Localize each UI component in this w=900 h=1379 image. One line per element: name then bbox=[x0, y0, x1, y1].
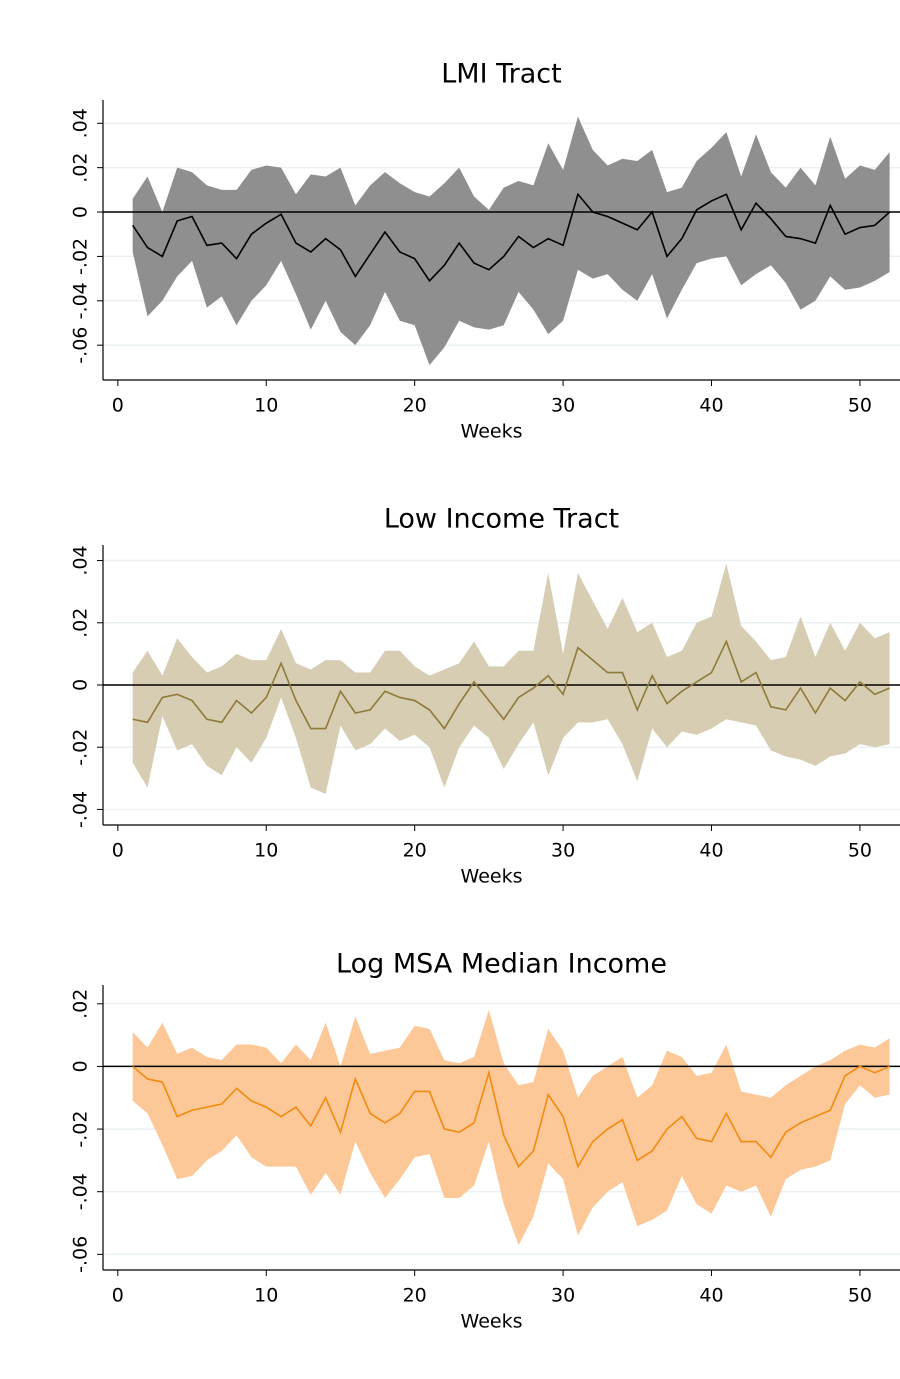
x-tick-label: 40 bbox=[699, 1285, 723, 1307]
y-tick-label: -.02 bbox=[70, 1111, 92, 1148]
confidence-band bbox=[132, 1010, 890, 1245]
x-tick-label: 0 bbox=[112, 1285, 124, 1307]
y-tick-label: 0 bbox=[70, 1060, 92, 1072]
y-tick-label: .02 bbox=[70, 608, 92, 638]
estimate-line bbox=[132, 192, 891, 283]
y-tick-label: -.02 bbox=[70, 729, 92, 766]
x-tick-label: 50 bbox=[848, 840, 872, 862]
x-tick-label: 0 bbox=[112, 840, 124, 862]
x-tick-label: 20 bbox=[403, 840, 427, 862]
x-tick-label: 30 bbox=[551, 840, 575, 862]
x-tick-label: 30 bbox=[551, 395, 575, 417]
y-tick-label: .04 bbox=[70, 108, 92, 138]
y-tick-label: -.04 bbox=[70, 282, 92, 319]
y-tick-label: -.06 bbox=[70, 1236, 92, 1273]
x-tick-label: 30 bbox=[551, 1285, 575, 1307]
estimate-line bbox=[132, 1065, 890, 1169]
y-tick-label: -.04 bbox=[70, 1173, 92, 1210]
confidence-band bbox=[132, 116, 890, 366]
x-tick-label: 40 bbox=[699, 395, 723, 417]
x-tick-label: 10 bbox=[254, 395, 278, 417]
x-tick-label: 50 bbox=[848, 1285, 872, 1307]
x-tick-label: 40 bbox=[699, 840, 723, 862]
x-axis-label: Weeks bbox=[461, 421, 523, 443]
x-tick-label: 20 bbox=[403, 395, 427, 417]
x-tick-label: 0 bbox=[112, 395, 124, 417]
x-axis-label: Weeks bbox=[461, 1311, 523, 1333]
y-tick-label: -.04 bbox=[70, 791, 92, 828]
estimate-line bbox=[132, 639, 890, 730]
x-tick-label: 10 bbox=[254, 1285, 278, 1307]
y-tick-label: .04 bbox=[70, 545, 92, 575]
chart-title: Low Income Tract bbox=[384, 504, 619, 535]
y-tick-label: .02 bbox=[70, 153, 92, 183]
chart-title: LMI Tract bbox=[441, 59, 562, 90]
y-tick-label: 0 bbox=[70, 679, 92, 691]
confidence-band bbox=[132, 563, 890, 794]
x-axis-label: Weeks bbox=[461, 866, 523, 888]
y-tick-label: -.02 bbox=[70, 238, 92, 275]
x-tick-label: 20 bbox=[403, 1285, 427, 1307]
x-tick-label: 50 bbox=[848, 395, 872, 417]
x-tick-label: 10 bbox=[254, 840, 278, 862]
chart-title: Log MSA Median Income bbox=[336, 949, 667, 980]
y-tick-label: -.06 bbox=[70, 327, 92, 364]
y-tick-label: .02 bbox=[70, 989, 92, 1019]
y-tick-label: 0 bbox=[70, 206, 92, 218]
